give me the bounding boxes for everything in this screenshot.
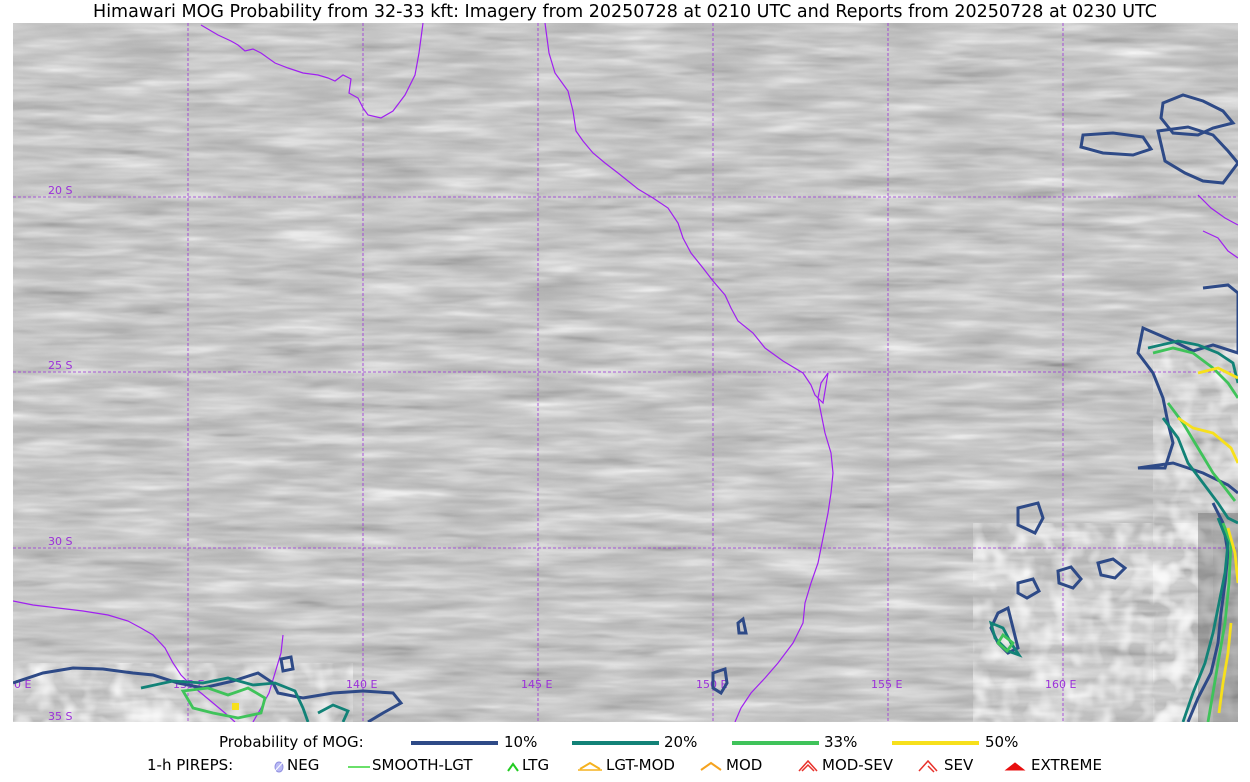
gridlines xyxy=(13,23,1238,722)
chart-title: Himawari MOG Probability from 32-33 kft:… xyxy=(93,2,1157,22)
legend-pirep-smooth-lgt: SMOOTH-LGT xyxy=(372,756,473,774)
legend-label-20pct: 20% xyxy=(664,733,698,751)
lon-label-160e: 160 E xyxy=(1045,678,1076,691)
coastlines xyxy=(13,23,1238,722)
contour-50pct xyxy=(1177,366,1238,714)
lon-label-145e: 145 E xyxy=(521,678,552,691)
mod-caret-icon xyxy=(700,761,722,771)
legend-pirep-mod: MOD xyxy=(726,756,763,774)
legend-pireps-label: 1-h PIREPS: xyxy=(147,756,234,774)
contour-20pct xyxy=(140,339,1238,722)
legend-pirep-neg: NEG xyxy=(287,756,320,774)
legend-swatch-50pct xyxy=(892,741,979,745)
legend-probability: Probability of MOG: 10% 20% 33% 50% xyxy=(0,733,1250,755)
lat-label-20s: 20 S xyxy=(48,184,72,197)
legend-pirep-mod-sev: MOD-SEV xyxy=(822,756,893,774)
satellite-map: 20 S 25 S 30 S 35 S 130 E 135 E 140 E 14… xyxy=(13,23,1238,722)
legend-label-33pct: 33% xyxy=(824,733,858,751)
pirep-marker[interactable] xyxy=(232,703,239,710)
sev-caret-icon xyxy=(918,759,938,773)
legend-pirep-extreme: EXTREME xyxy=(1031,756,1102,774)
lgt-mod-caret-icon xyxy=(578,761,602,771)
ltg-caret-icon xyxy=(507,762,519,772)
lat-label-35s: 35 S xyxy=(48,710,72,722)
legend-label-50pct: 50% xyxy=(985,733,1019,751)
legend-swatch-20pct xyxy=(572,741,659,745)
lat-label-30s: 30 S xyxy=(48,535,72,548)
lon-label-140e: 140 E xyxy=(346,678,377,691)
neg-circle-icon xyxy=(274,761,284,773)
smooth-lgt-line-icon xyxy=(348,766,370,768)
legend-pireps: 1-h PIREPS: NEG SMOOTH-LGT LTG LGT-MOD M… xyxy=(0,756,1250,778)
legend-pirep-lgt-mod: LGT-MOD xyxy=(606,756,675,774)
legend-pirep-ltg: LTG xyxy=(522,756,550,774)
legend-probability-label: Probability of MOG: xyxy=(219,733,364,751)
legend-pirep-sev: SEV xyxy=(944,756,974,774)
extreme-caret-icon xyxy=(1004,762,1026,771)
lon-label-155e: 155 E xyxy=(871,678,902,691)
mod-sev-caret-icon xyxy=(798,759,818,772)
legend-label-10pct: 10% xyxy=(504,733,538,751)
legend-swatch-10pct xyxy=(411,741,498,745)
legend-swatch-33pct xyxy=(732,741,819,745)
lat-label-25s: 25 S xyxy=(48,359,72,372)
